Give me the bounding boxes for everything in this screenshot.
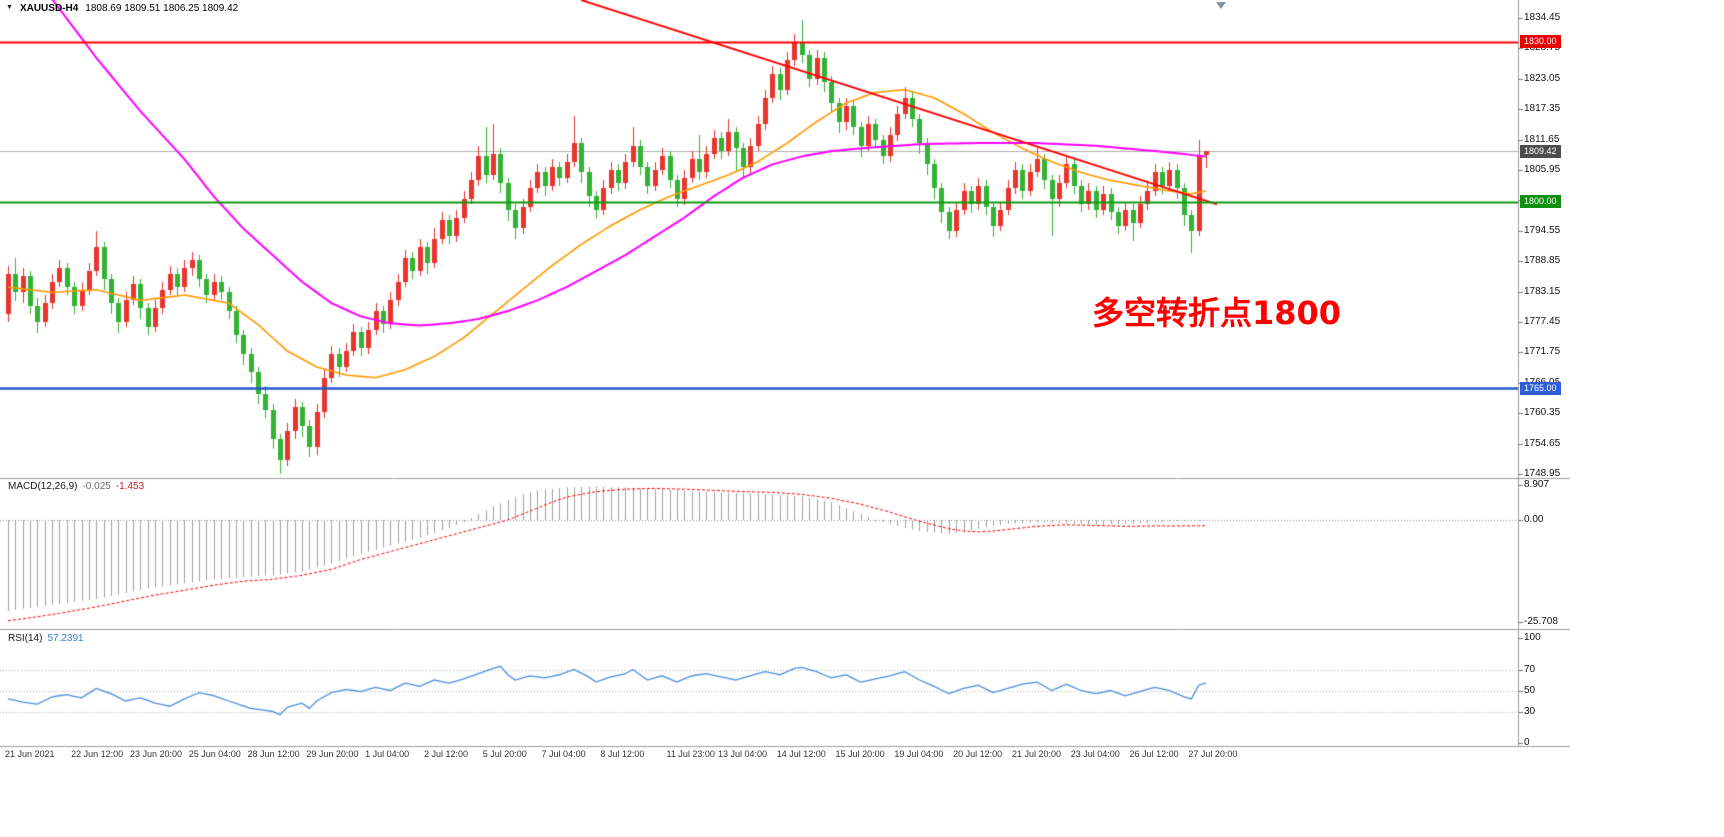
macd-signal-value: -1.453 [115,481,145,492]
rsi-value: 57.2391 [47,633,84,644]
annotation-text[interactable]: 多空转折点1800 [1092,294,1342,332]
price-scale-label: 1805.95 [1524,164,1561,175]
time-label: 27 Jul 20:00 [1188,749,1238,759]
macd-main-value: -0.025 [82,481,111,492]
price-scale-label: 1817.35 [1524,103,1561,115]
price-scale-label: 1788.85 [1524,255,1561,267]
rsi-scale-label: 0 [1524,737,1530,748]
time-label: 28 Jun 12:00 [247,749,300,759]
time-label: 14 Jul 12:00 [776,749,826,759]
time-label: 15 Jul 20:00 [835,749,885,759]
rsi-scale-label: 70 [1524,663,1536,675]
time-label: 11 Jul 23:00 [666,749,715,759]
time-label: 23 Jun 20:00 [129,749,182,759]
time-label: 21 Jun 2021 [5,749,55,759]
hline-badge-1830.00: 1830.00 [1520,35,1561,49]
price-scale-label: 1794.55 [1524,224,1561,236]
time-label: 20 Jul 12:00 [953,749,1003,759]
quote-header: ▼ XAUUSD-H4 1808.69 1809.51 1806.25 1809… [6,3,238,14]
time-label: 23 Jul 04:00 [1070,749,1120,759]
time-label: 2 Jul 12:00 [423,749,468,759]
time-label: 26 Jul 12:00 [1129,749,1179,759]
price-scale-label: 1783.15 [1524,285,1561,297]
current-price-badge: 1809.42 [1520,144,1561,158]
price-scale-label: 1834.45 [1524,12,1561,23]
time-label: 21 Jul 20:00 [1011,749,1061,759]
price-scale-label: 1771.75 [1524,346,1561,358]
time-label: 8 Jul 12:00 [600,749,645,759]
time-label: 5 Jul 20:00 [482,749,527,759]
price-scale-label: 1760.35 [1524,407,1561,419]
time-label: 1 Jul 04:00 [365,749,410,759]
macd-scale-label: 8.907 [1524,478,1550,490]
rsi-scale-label: 50 [1524,684,1536,696]
price-scale-label: 1823.05 [1524,72,1561,84]
symbol-dropdown-icon[interactable]: ▼ [6,4,13,11]
time-label: 29 Jun 20:00 [306,749,359,759]
rsi-panel-label: RSI(14) 57.2391 [8,633,84,644]
time-label: 22 Jun 12:00 [71,749,124,759]
macd-scale-label: 0.00 [1524,514,1544,525]
rsi-scale-label: 30 [1524,705,1536,717]
macd-scale-label: -25.708 [1524,615,1558,627]
time-label: 7 Jul 04:00 [541,749,586,759]
chart-shift-marker-icon[interactable] [1216,2,1226,9]
price-scale-label: 1811.65 [1524,133,1560,145]
macd-name: MACD(12,26,9) [8,481,78,492]
price-scale-label: 1748.95 [1524,468,1561,479]
symbol-label: XAUUSD-H4 [19,3,79,14]
time-label: 19 Jul 04:00 [894,749,944,759]
price-scale-label: 1777.45 [1524,316,1561,327]
macd-panel-label: MACD(12,26,9) -0.025 -1.453 [8,481,144,492]
time-label: 13 Jul 04:00 [717,749,767,759]
hline-badge-1765.00: 1765.00 [1520,381,1561,395]
price-scale-label: 1754.65 [1524,437,1561,449]
quote-ohlc: 1808.69 1809.51 1806.25 1809.42 [85,3,239,14]
rsi-name: RSI(14) [8,633,43,644]
time-label: 25 Jun 04:00 [188,749,241,759]
hline-badge-1800.00: 1800.00 [1520,195,1561,209]
rsi-scale-label: 100 [1524,632,1541,643]
